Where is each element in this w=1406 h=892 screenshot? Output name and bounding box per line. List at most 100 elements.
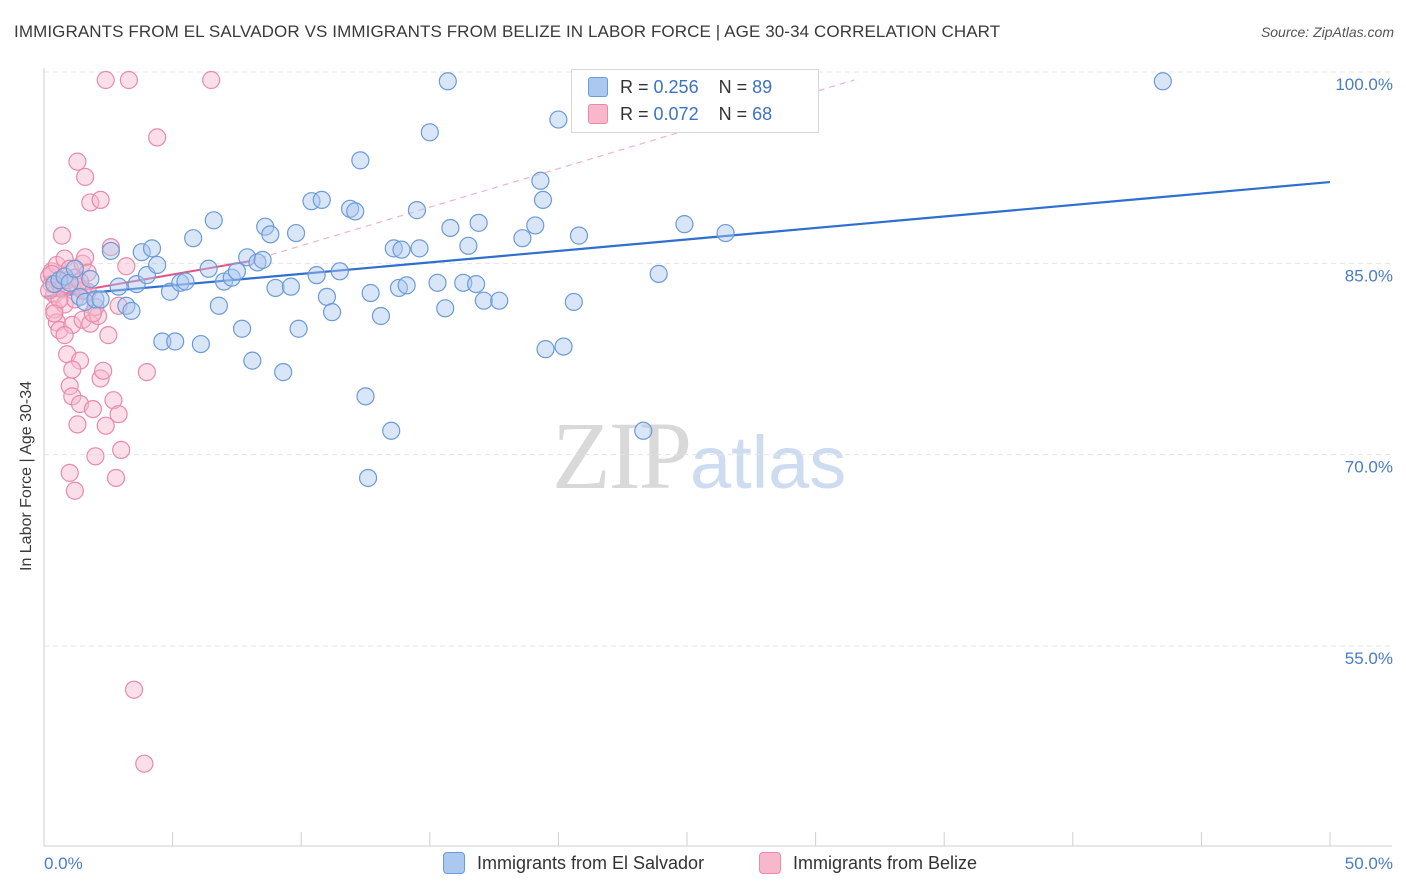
point-belize — [94, 361, 113, 380]
point-el-salvador — [384, 239, 403, 258]
point-belize — [106, 468, 126, 488]
trend-lines-belize — [43, 79, 855, 298]
point-el-salvador — [351, 151, 370, 170]
point-el-salvador — [184, 229, 203, 248]
point-el-salvador — [148, 255, 167, 275]
point-belize — [60, 463, 79, 482]
point-belize — [63, 315, 82, 335]
legend-swatch-pink — [588, 104, 608, 124]
point-el-salvador — [191, 334, 210, 354]
point-el-salvador — [569, 226, 589, 245]
point-el-salvador — [243, 351, 262, 370]
point-el-salvador — [531, 171, 550, 190]
legend-r-value: 0.256 — [653, 76, 699, 97]
legend-row-belize: R = 0.072 N = 68 — [588, 102, 772, 126]
point-el-salvador — [420, 123, 439, 142]
legend-item-el-salvador: Immigrants from El Salvador — [443, 852, 704, 874]
y-tick-label: 85.0% — [1345, 266, 1393, 285]
point-belize — [86, 447, 105, 466]
point-el-salvador — [649, 264, 668, 283]
legend-label-el-salvador: Immigrants from El Salvador — [477, 852, 705, 873]
point-el-salvador — [65, 259, 84, 278]
point-el-salvador — [392, 240, 411, 259]
trend-line-el-salvador — [43, 180, 1331, 298]
source-credit: Source: ZipAtlas.com — [1260, 24, 1394, 40]
point-belize — [76, 248, 95, 267]
point-belize — [124, 680, 144, 699]
point-el-salvador — [356, 387, 375, 406]
legend-n-label: N = — [718, 103, 748, 124]
point-el-salvador — [536, 340, 555, 359]
point-belize — [52, 226, 72, 245]
points-el-salvador — [45, 72, 1172, 488]
point-el-salvador — [340, 199, 360, 218]
watermark-atlas: atlas — [690, 421, 847, 504]
point-el-salvador — [266, 278, 285, 298]
point-belize — [137, 363, 156, 382]
point-el-salvador — [526, 216, 545, 235]
point-el-salvador — [153, 332, 172, 351]
point-el-salvador — [554, 337, 573, 356]
point-el-salvador — [361, 283, 380, 303]
point-el-salvador — [117, 296, 136, 315]
points-belize — [40, 70, 221, 773]
chart-title: IMMIGRANTS FROM EL SALVADOR VS IMMIGRANT… — [14, 22, 1001, 41]
point-el-salvador — [307, 266, 326, 285]
point-belize — [68, 415, 87, 434]
point-el-salvador — [397, 276, 416, 295]
point-belize — [135, 754, 154, 773]
point-el-salvador — [238, 248, 257, 267]
y-tick-label: 55.0% — [1345, 649, 1393, 668]
point-el-salvador — [127, 274, 146, 294]
point-el-salvador — [122, 301, 141, 320]
correlation-legend: R = 0.256 N = 89 R = 0.072 N = 68 — [571, 69, 819, 133]
point-belize — [63, 360, 82, 379]
point-belize — [99, 326, 118, 345]
point-el-salvador — [533, 190, 553, 210]
point-el-salvador — [132, 243, 151, 262]
point-el-salvador — [322, 303, 342, 322]
point-belize — [65, 481, 84, 500]
point-el-salvador — [81, 269, 100, 289]
point-el-salvador — [176, 272, 195, 291]
point-el-salvador — [441, 218, 460, 238]
tick-labels: 55.0% 70.0% 85.0% 100.0% 0.0% 50.0% — [44, 75, 1393, 873]
point-el-salvador — [70, 287, 90, 306]
point-el-salvador — [160, 282, 180, 301]
point-belize — [96, 70, 115, 90]
point-el-salvador — [371, 306, 391, 326]
trend-line-belize — [43, 260, 250, 298]
point-el-salvador — [261, 225, 280, 244]
point-el-salvador — [1153, 72, 1172, 91]
point-belize — [109, 405, 128, 424]
point-el-salvador — [469, 213, 488, 232]
point-el-salvador — [454, 273, 473, 292]
axes — [43, 68, 1392, 847]
point-belize — [91, 190, 110, 210]
point-el-salvador — [459, 236, 478, 255]
legend-label-belize: Immigrants from Belize — [793, 852, 978, 873]
point-el-salvador — [253, 250, 272, 269]
legend-r-label: R = — [620, 103, 649, 124]
point-belize — [68, 152, 87, 171]
point-el-salvador — [289, 319, 308, 338]
point-el-salvador — [634, 421, 653, 440]
point-belize — [112, 440, 131, 460]
x-tick-label: 50.0% — [1345, 854, 1393, 873]
point-belize — [55, 326, 74, 345]
point-el-salvador — [142, 239, 162, 258]
legend-n-value: 68 — [752, 103, 773, 124]
point-el-salvador — [358, 468, 378, 488]
point-belize — [101, 237, 120, 257]
point-el-salvador — [166, 332, 185, 351]
point-el-salvador — [60, 273, 79, 292]
point-el-salvador — [91, 290, 110, 309]
point-el-salvador — [513, 229, 532, 248]
point-el-salvador — [407, 201, 427, 220]
legend-n-value: 89 — [752, 76, 773, 97]
series-legend: Immigrants from El Salvador Immigrants f… — [0, 852, 1406, 878]
watermark: ZIPatlas — [552, 400, 846, 511]
point-el-salvador — [101, 241, 120, 261]
point-el-salvador — [232, 319, 252, 338]
